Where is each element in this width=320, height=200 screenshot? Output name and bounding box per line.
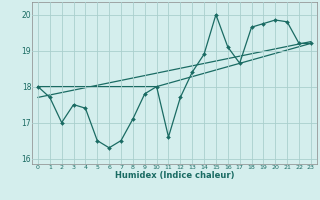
X-axis label: Humidex (Indice chaleur): Humidex (Indice chaleur) <box>115 171 234 180</box>
